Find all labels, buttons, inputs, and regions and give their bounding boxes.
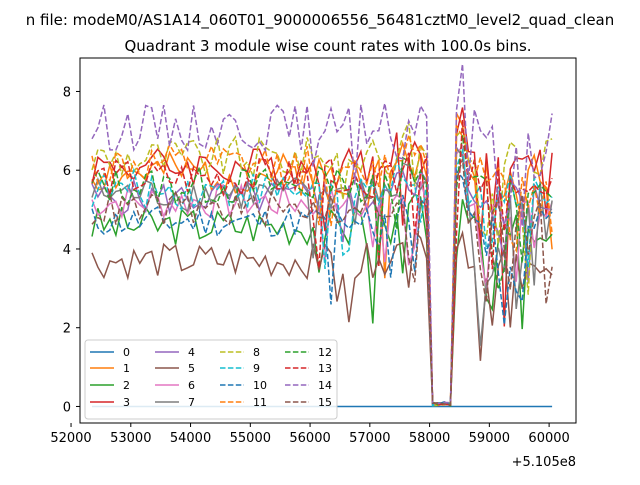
- legend-label-10: 10: [253, 379, 267, 392]
- series-line-13: [91, 119, 553, 406]
- y-axis: 0 2 4 6 8: [63, 85, 80, 415]
- chart-title: Quadrant 3 module wise count rates with …: [124, 37, 531, 55]
- legend-label-14: 14: [318, 379, 332, 392]
- y-tick-label: 6: [63, 164, 71, 179]
- x-tick-label: 57000: [349, 431, 390, 446]
- series-line-14: [91, 63, 553, 405]
- y-tick-label: 8: [63, 85, 71, 100]
- x-tick-label: 54000: [170, 431, 211, 446]
- x-tick-label: 58000: [409, 431, 450, 446]
- legend-label-15: 15: [318, 396, 332, 409]
- legend-label-2: 2: [123, 379, 130, 392]
- plot-area: [91, 63, 553, 408]
- legend-label-4: 4: [188, 346, 195, 359]
- legend-label-1: 1: [123, 362, 130, 375]
- y-tick-label: 0: [63, 400, 71, 415]
- series-line-12: [91, 135, 553, 407]
- axes-frame: [79, 57, 577, 424]
- x-tick-label: 59000: [469, 431, 510, 446]
- legend-label-9: 9: [253, 362, 260, 375]
- legend-label-3: 3: [123, 396, 130, 409]
- series-line-4: [91, 145, 553, 407]
- x-offset-label: +5.105e8: [512, 455, 576, 470]
- x-tick-label: 53000: [110, 431, 151, 446]
- x-tick-label: 55000: [230, 431, 271, 446]
- legend-label-6: 6: [188, 379, 195, 392]
- series-line-15: [91, 158, 553, 406]
- x-axis: 52000 53000 54000 55000 56000 57000 58000 59000…: [50, 423, 570, 446]
- x-tick-label: 52000: [50, 431, 91, 446]
- series-line-8: [91, 121, 553, 407]
- legend-label-13: 13: [318, 362, 332, 375]
- legend-label-11: 11: [253, 396, 267, 409]
- y-tick-label: 2: [63, 322, 71, 337]
- legend-label-5: 5: [188, 362, 195, 375]
- x-tick-label: 60000: [528, 431, 569, 446]
- chart-suptitle: n file: modeM0/AS1A14_060T01_9000006556_…: [26, 11, 615, 30]
- legend-label-12: 12: [318, 346, 332, 359]
- legend-label-7: 7: [188, 396, 195, 409]
- legend-label-8: 8: [253, 346, 260, 359]
- legend-label-0: 0: [123, 346, 130, 359]
- y-tick-label: 4: [63, 243, 71, 258]
- legend-box: [84, 339, 338, 420]
- x-tick-label: 56000: [289, 431, 330, 446]
